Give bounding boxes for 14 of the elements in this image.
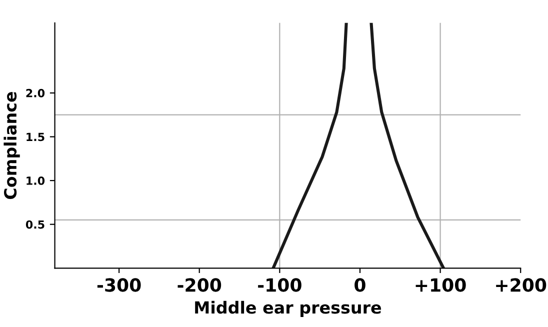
line-series xyxy=(272,22,348,268)
x-tick-label: +100 xyxy=(416,278,466,292)
x-tick-label: 0 xyxy=(354,278,366,292)
y-tick-label: 2.0 xyxy=(26,88,45,98)
x-tick-label: -300 xyxy=(97,278,141,292)
y-tick-label: 1.0 xyxy=(26,176,45,185)
x-axis-title: Middle ear pressure xyxy=(195,300,382,318)
line-series xyxy=(370,22,446,268)
x-tick-label: -200 xyxy=(178,278,222,292)
x-tick-label: -100 xyxy=(258,278,302,292)
y-axis-title: Compliance xyxy=(4,92,20,200)
y-tick-label: 0.5 xyxy=(26,220,44,229)
x-tick-label: +200 xyxy=(496,278,546,292)
y-tick-label: 1.5 xyxy=(26,132,44,142)
